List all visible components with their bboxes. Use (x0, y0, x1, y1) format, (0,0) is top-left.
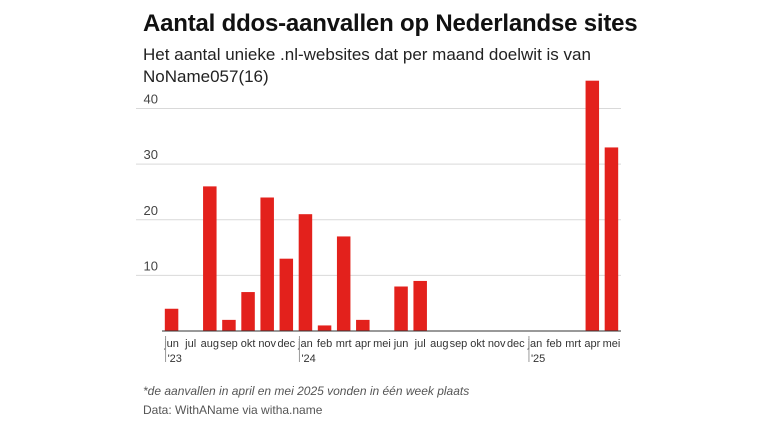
bar-aug-2 (203, 186, 217, 331)
x-tick-label: nov (488, 338, 506, 350)
x-tick-label: jun (163, 338, 179, 350)
bar-sep-3 (222, 319, 236, 331)
x-tick-label: mrt (565, 338, 581, 350)
x-tick-label: dec (277, 338, 295, 350)
bar-apr-22 (585, 80, 600, 331)
x-tick-label: sep (220, 338, 238, 350)
x-tick-label: jul (414, 338, 426, 350)
bar-dec-6 (279, 258, 294, 331)
y-tick-label: 20 (144, 203, 158, 218)
x-tick-label: jan (527, 338, 543, 350)
y-tick-label: 40 (144, 92, 158, 107)
year-label: '25 (531, 353, 545, 365)
x-tick-label: nov (258, 338, 276, 350)
x-tick-label: mei (603, 338, 621, 350)
x-tick-label: apr (355, 338, 371, 350)
x-tick-label: apr (584, 338, 600, 350)
x-tick-label: aug (201, 338, 219, 350)
bar-feb-8 (317, 325, 332, 331)
y-tick-label: 30 (144, 147, 158, 162)
x-tick-label: sep (450, 338, 468, 350)
bar-mei-23 (604, 147, 619, 331)
source-credit: Data: WithAName via witha.name (143, 403, 323, 417)
x-tick-label: okt (470, 338, 485, 350)
bars (164, 80, 619, 331)
x-axis-tick-labels: jun jul aug sep okt nov dec jan feb mrt apr mei jun j… (163, 336, 620, 365)
x-tick-label: okt (241, 338, 256, 350)
x-tick-label: mei (373, 338, 391, 350)
bar-jun-12 (394, 286, 408, 331)
x-tick-label: jan (297, 338, 313, 350)
bar-mrt-9 (336, 236, 351, 331)
grid-lines (136, 108, 621, 276)
x-tick-label: feb (546, 338, 561, 350)
y-tick-label: 10 (144, 258, 158, 273)
x-tick-label: jun (393, 338, 409, 350)
x-tick-label: mrt (336, 338, 352, 350)
x-tick-label: dec (507, 338, 525, 350)
y-axis-tick-labels: 10 20 30 40 (144, 92, 158, 274)
bar-jan-7 (298, 214, 313, 331)
x-tick-label: feb (317, 338, 332, 350)
chart-title: Aantal ddos-aanvallen op Nederlandse sit… (143, 10, 638, 37)
bar-apr-10 (356, 319, 370, 331)
footnote: *de aanvallen in april en mei 2025 vonde… (143, 384, 470, 398)
year-label: '23 (168, 353, 182, 365)
bar-nov-5 (260, 197, 274, 331)
chart-subtitle: Het aantal unieke .nl-websites dat per m… (143, 45, 591, 86)
bar-jun-0 (164, 308, 179, 331)
x-tick-label: aug (430, 338, 448, 350)
year-label: '24 (301, 353, 315, 365)
bar-jul-13 (413, 280, 427, 331)
x-tick-label: jul (184, 338, 196, 350)
bar-okt-4 (241, 292, 255, 331)
